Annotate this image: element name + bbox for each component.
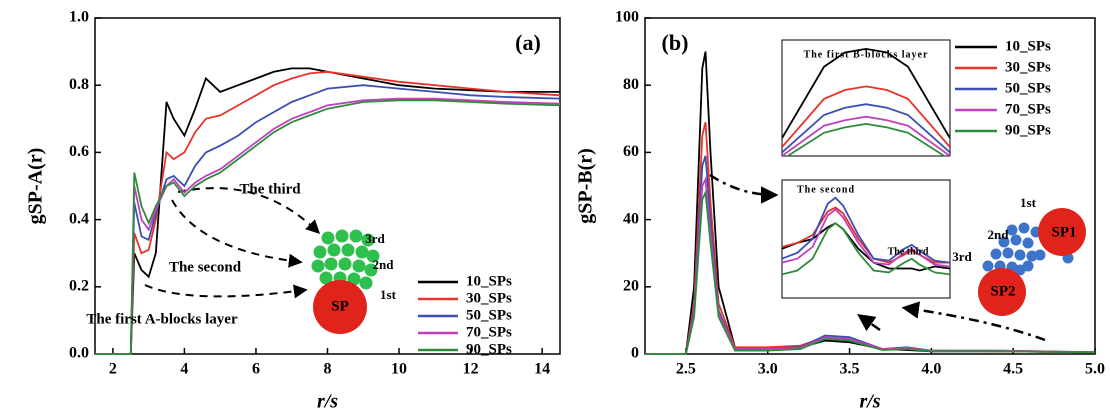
- line-series: [782, 115, 950, 156]
- legend-label: 30_SPs: [466, 290, 512, 306]
- line-series: [782, 47, 950, 139]
- line-series: [95, 70, 561, 355]
- inset-title: The first B-blocks layer: [804, 49, 929, 60]
- x-tick-label: 4: [180, 361, 188, 378]
- annotation: 2nd: [373, 257, 395, 272]
- y-tick-label: 60: [623, 143, 639, 160]
- legend-label: 70_SPs: [466, 324, 512, 340]
- x-tick-label: 2: [109, 361, 117, 378]
- annotation: (a): [515, 30, 541, 55]
- x-tick-label: 3.5: [840, 361, 860, 378]
- x-tick-label: 2.5: [676, 361, 696, 378]
- x-tick-label: 10: [391, 361, 407, 378]
- x-tick-label: 12: [463, 361, 479, 378]
- line-series: [782, 85, 950, 148]
- annotation: 3rd: [952, 249, 972, 264]
- annotation: 2nd: [988, 227, 1010, 242]
- y-tick-label: 0: [631, 345, 639, 362]
- line-series: [95, 84, 561, 355]
- y-tick-label: 0.2: [69, 277, 89, 294]
- annotation: SP: [331, 298, 349, 314]
- y-tick-label: 0.6: [69, 143, 89, 160]
- annotation: The second: [169, 259, 242, 275]
- x-tick-label: 4.0: [921, 361, 941, 378]
- y-axis-label: gSP-A(r): [25, 148, 47, 225]
- x-axis-label: r/s: [317, 391, 338, 413]
- inset-label: The third: [888, 246, 929, 257]
- x-tick-label: 3.0: [758, 361, 778, 378]
- annotation: The third: [239, 181, 301, 197]
- legend-label: 70_SPs: [1005, 101, 1051, 117]
- x-tick-label: 4.5: [1003, 361, 1023, 378]
- y-tick-label: 40: [623, 210, 639, 227]
- y-tick-label: 0.4: [69, 210, 89, 227]
- legend-label: 30_SPs: [1005, 59, 1051, 75]
- inset-title: The second: [797, 184, 855, 195]
- plot-frame: [644, 17, 1096, 355]
- annotation: 1st: [380, 287, 397, 302]
- b-diagram: [709, 173, 1086, 342]
- annotation: SP1: [1051, 224, 1076, 240]
- line-series: [95, 67, 560, 355]
- y-tick-label: 1.0: [69, 9, 89, 26]
- x-tick-label: 8: [324, 361, 332, 378]
- x-tick-label: 6: [252, 361, 260, 378]
- legend-label: 50_SPs: [466, 307, 512, 323]
- line-series: [645, 189, 1096, 355]
- y-tick-label: 20: [623, 277, 639, 294]
- x-tick-label: 5.0: [1085, 361, 1105, 378]
- inset-frame: [781, 179, 951, 299]
- legend-label: 50_SPs: [1005, 80, 1051, 96]
- annotation: (b): [662, 30, 689, 55]
- line-series: [782, 222, 950, 276]
- legend-label: 10_SPs: [466, 273, 512, 289]
- legend-label: 90_SPs: [466, 341, 512, 357]
- annotation: The first A-blocks layer: [86, 311, 238, 327]
- x-axis-label: r/s: [859, 391, 880, 413]
- line-series: [95, 99, 561, 355]
- a-diagram: [144, 187, 380, 334]
- y-tick-label: 0.0: [69, 345, 89, 362]
- legend-label: 10_SPs: [1005, 38, 1051, 54]
- annotation: 1st: [1020, 195, 1037, 210]
- line-series: [782, 222, 950, 272]
- x-tick-label: 14: [534, 361, 550, 378]
- legend-label: 90_SPs: [1005, 122, 1051, 138]
- line-series: [782, 196, 950, 264]
- y-axis-label: gSP-B(r): [575, 148, 597, 224]
- y-tick-label: 100: [615, 9, 639, 26]
- line-series: [782, 103, 950, 154]
- y-tick-label: 80: [623, 76, 639, 93]
- annotation: SP2: [990, 283, 1015, 299]
- annotation: 3rd: [365, 231, 385, 246]
- line-series: [782, 208, 950, 268]
- y-tick-label: 0.8: [69, 76, 89, 93]
- line-series: [785, 122, 947, 156]
- line-series: [95, 97, 561, 355]
